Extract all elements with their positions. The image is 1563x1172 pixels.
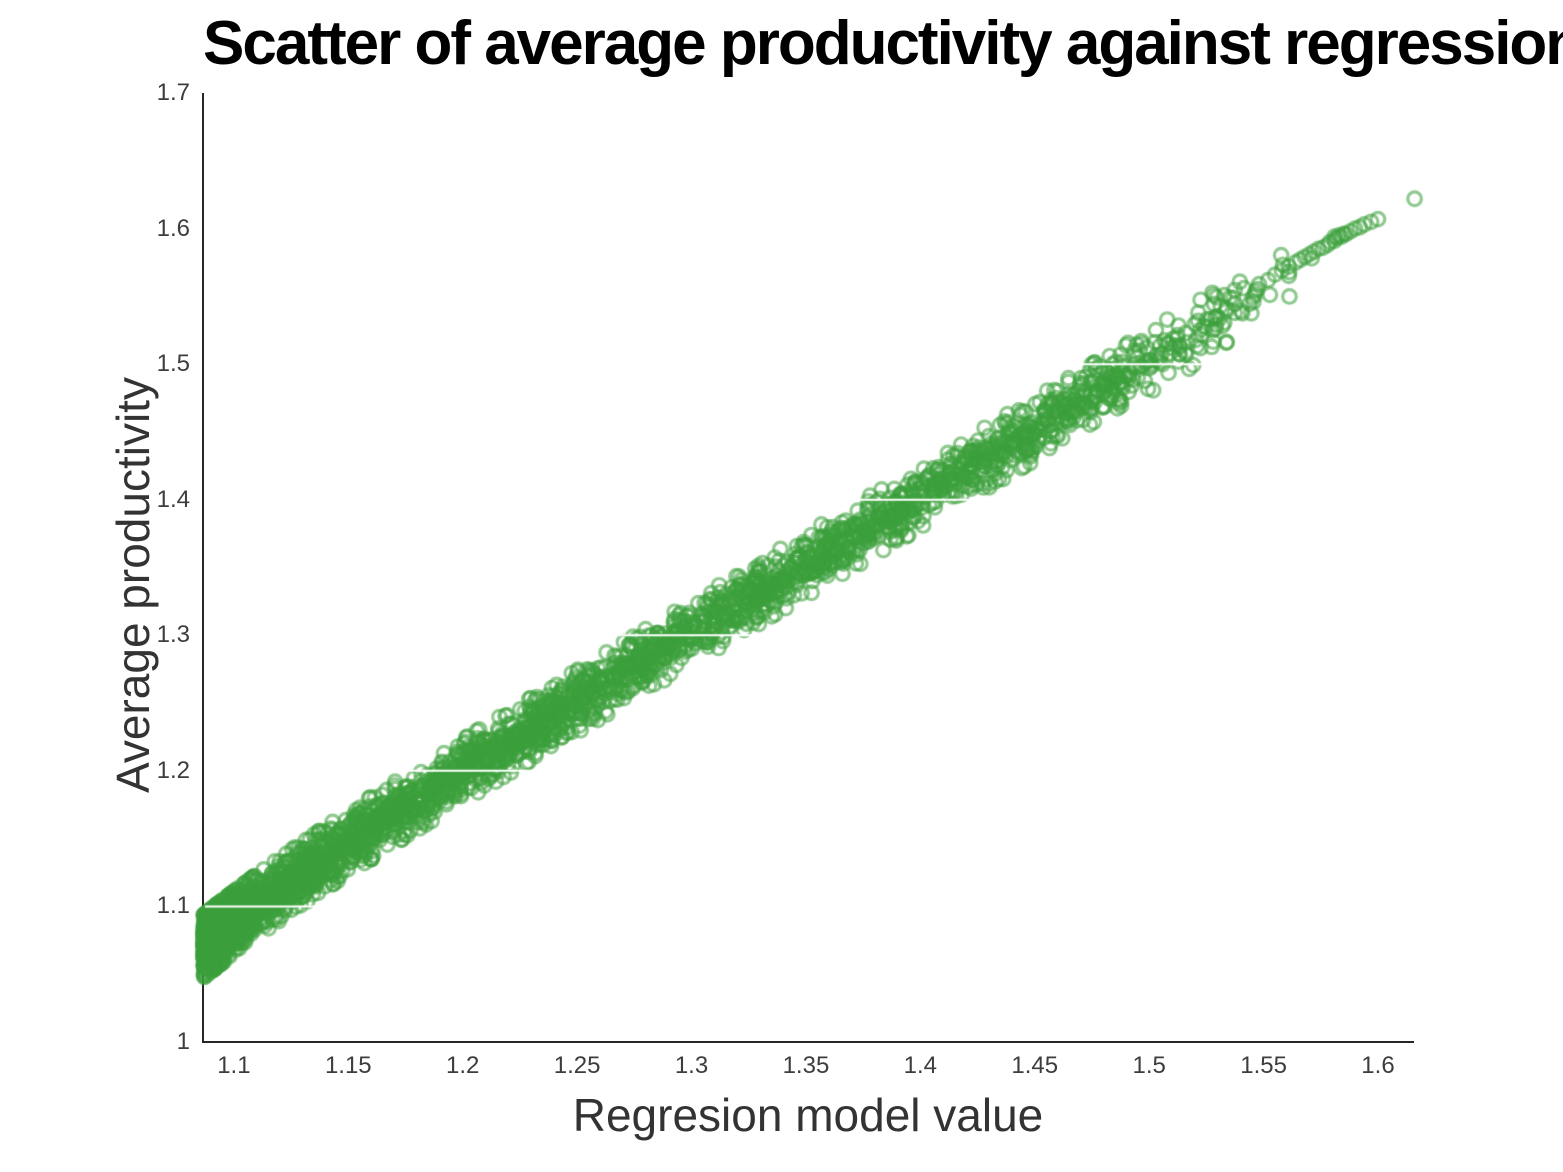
figure: Scatter of average productivity against …: [0, 0, 1563, 1172]
scatter-points-canvas: [0, 0, 1563, 1172]
